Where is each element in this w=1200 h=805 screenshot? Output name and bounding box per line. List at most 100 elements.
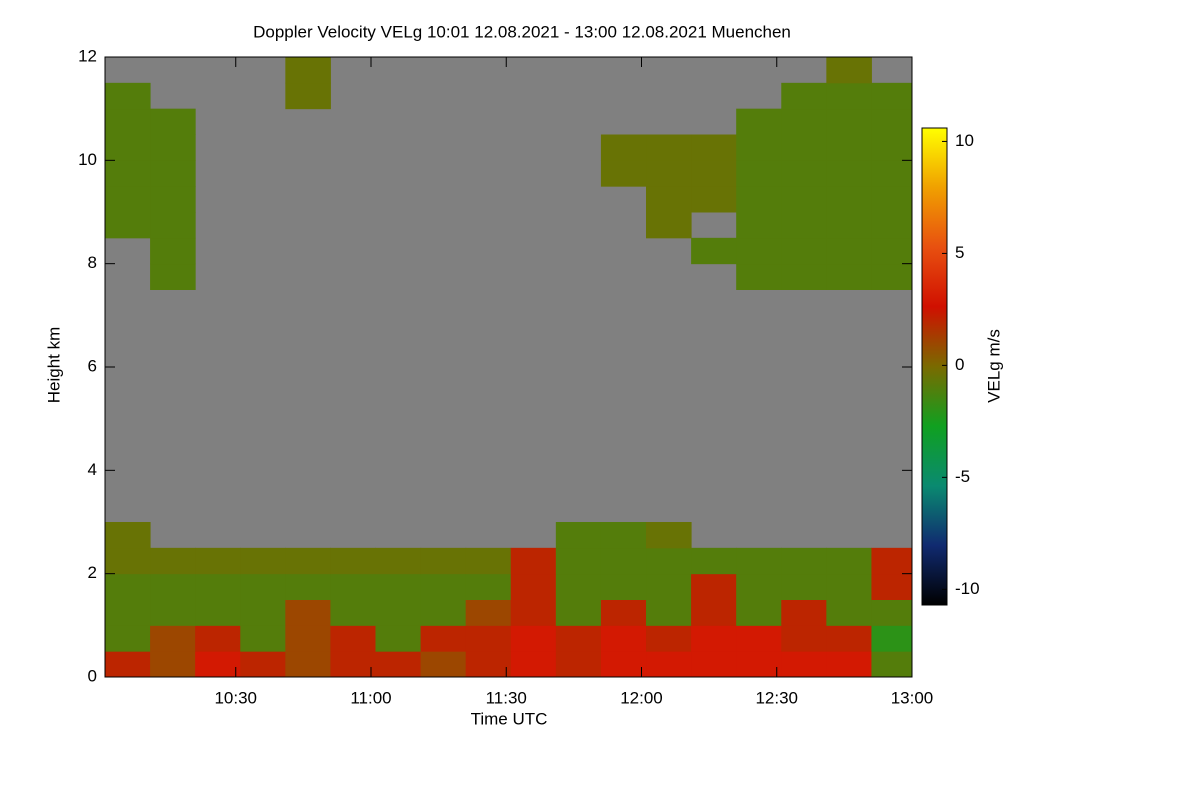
heatmap-cell xyxy=(195,625,241,652)
heatmap-cell xyxy=(555,599,602,626)
heatmap-cell xyxy=(871,237,912,265)
heatmap-cell xyxy=(600,599,647,626)
heatmap-cell xyxy=(646,573,692,600)
heatmap-cell xyxy=(105,651,151,677)
chart-title: Doppler Velocity VELg 10:01 12.08.2021 -… xyxy=(253,22,791,41)
heatmap-cell xyxy=(826,599,872,626)
heatmap-cell xyxy=(105,160,151,187)
heatmap-cell xyxy=(105,134,151,161)
heatmap-cell xyxy=(375,573,422,600)
colorbar-tick-label: 0 xyxy=(955,355,964,374)
heatmap-cell xyxy=(105,108,151,135)
x-axis-label: Time UTC xyxy=(471,709,548,728)
heatmap-cell xyxy=(646,134,692,161)
x-tick-label: 12:30 xyxy=(755,688,798,707)
heatmap-cell xyxy=(871,134,912,161)
heatmap-cell xyxy=(375,651,422,677)
heatmap-cell xyxy=(736,263,782,290)
heatmap-cell xyxy=(105,599,151,626)
heatmap-cell xyxy=(781,82,827,110)
heatmap-cell xyxy=(420,599,467,626)
heatmap-cell xyxy=(375,547,422,575)
heatmap-cell xyxy=(826,186,872,213)
x-tick-label: 11:00 xyxy=(350,688,391,707)
heatmap-cell xyxy=(150,237,196,265)
y-tick-label: 6 xyxy=(88,356,97,375)
y-tick-label: 4 xyxy=(88,460,97,479)
heatmap-cell xyxy=(826,547,872,575)
heatmap-cell xyxy=(375,599,422,626)
heatmap-cell xyxy=(736,108,782,135)
heatmap-cell xyxy=(375,625,422,652)
heatmap-cell xyxy=(150,573,196,600)
heatmap-cell xyxy=(195,651,241,677)
heatmap-cell xyxy=(285,599,331,626)
heatmap-cell xyxy=(420,625,467,652)
heatmap-cell xyxy=(781,160,827,187)
heatmap-cell xyxy=(600,547,647,575)
y-axis-label: Height km xyxy=(44,327,63,404)
heatmap-cell xyxy=(871,82,912,110)
heatmap-cell xyxy=(150,186,196,213)
heatmap-cell xyxy=(150,160,196,187)
heatmap-cell xyxy=(871,547,912,575)
colorbar-tick-label: 10 xyxy=(955,131,974,150)
heatmap-cell xyxy=(826,651,872,677)
heatmap-cell xyxy=(736,625,782,652)
heatmap-cell xyxy=(736,212,782,239)
heatmap-cell xyxy=(600,573,647,600)
heatmap-cell xyxy=(781,237,827,265)
heatmap-cell xyxy=(871,108,912,135)
heatmap-cell xyxy=(826,625,872,652)
y-tick-label: 2 xyxy=(88,563,97,582)
heatmap-cell xyxy=(736,237,782,265)
heatmap-cell xyxy=(150,212,196,239)
x-tick-label: 10:30 xyxy=(214,688,257,707)
heatmap-cell xyxy=(646,186,692,213)
heatmap-cell xyxy=(285,82,331,110)
heatmap-cell xyxy=(871,186,912,213)
heatmap-cell xyxy=(150,263,196,290)
heatmap-cell xyxy=(691,186,737,213)
heatmap-cell xyxy=(420,573,467,600)
heatmap-cell xyxy=(105,82,151,110)
heatmap-cell xyxy=(781,263,827,290)
heatmap-cell xyxy=(826,108,872,135)
heatmap-cell xyxy=(781,134,827,161)
heatmap-cell xyxy=(195,599,241,626)
heatmap-cell xyxy=(781,108,827,135)
heatmap-cell xyxy=(781,599,827,626)
heatmap-cell xyxy=(646,625,692,652)
heatmap-cell xyxy=(871,625,912,652)
heatmap-cell xyxy=(871,263,912,290)
heatmap-cell xyxy=(600,160,647,187)
x-tick-label: 11:30 xyxy=(486,688,527,707)
heatmap-cell xyxy=(736,134,782,161)
heatmap-cell xyxy=(871,212,912,239)
y-tick-label: 8 xyxy=(88,253,97,272)
heatmap-cell xyxy=(330,599,377,626)
heatmap-cell xyxy=(600,134,647,161)
heatmap-cell xyxy=(826,212,872,239)
heatmap-cell xyxy=(555,522,602,549)
heatmap-cell xyxy=(510,573,557,600)
heatmap-cell xyxy=(871,160,912,187)
heatmap-cell xyxy=(646,160,692,187)
heatmap-cell xyxy=(150,651,196,677)
heatmap-cell xyxy=(555,573,602,600)
heatmap-cell xyxy=(465,625,512,652)
heatmap-cell xyxy=(871,599,912,626)
heatmap-cell xyxy=(736,547,782,575)
heatmap-cell xyxy=(781,625,827,652)
heatmap-cell xyxy=(646,599,692,626)
heatmap-cell xyxy=(646,651,692,677)
heatmap-cell xyxy=(465,599,512,626)
heatmap-cell xyxy=(871,573,912,600)
heatmap-cell xyxy=(646,522,692,549)
heatmap-cell xyxy=(240,547,286,575)
heatmap-cell xyxy=(871,651,912,677)
heatmap-cell xyxy=(420,651,467,677)
heatmap-cell xyxy=(781,573,827,600)
heatmap-cell xyxy=(555,651,602,677)
